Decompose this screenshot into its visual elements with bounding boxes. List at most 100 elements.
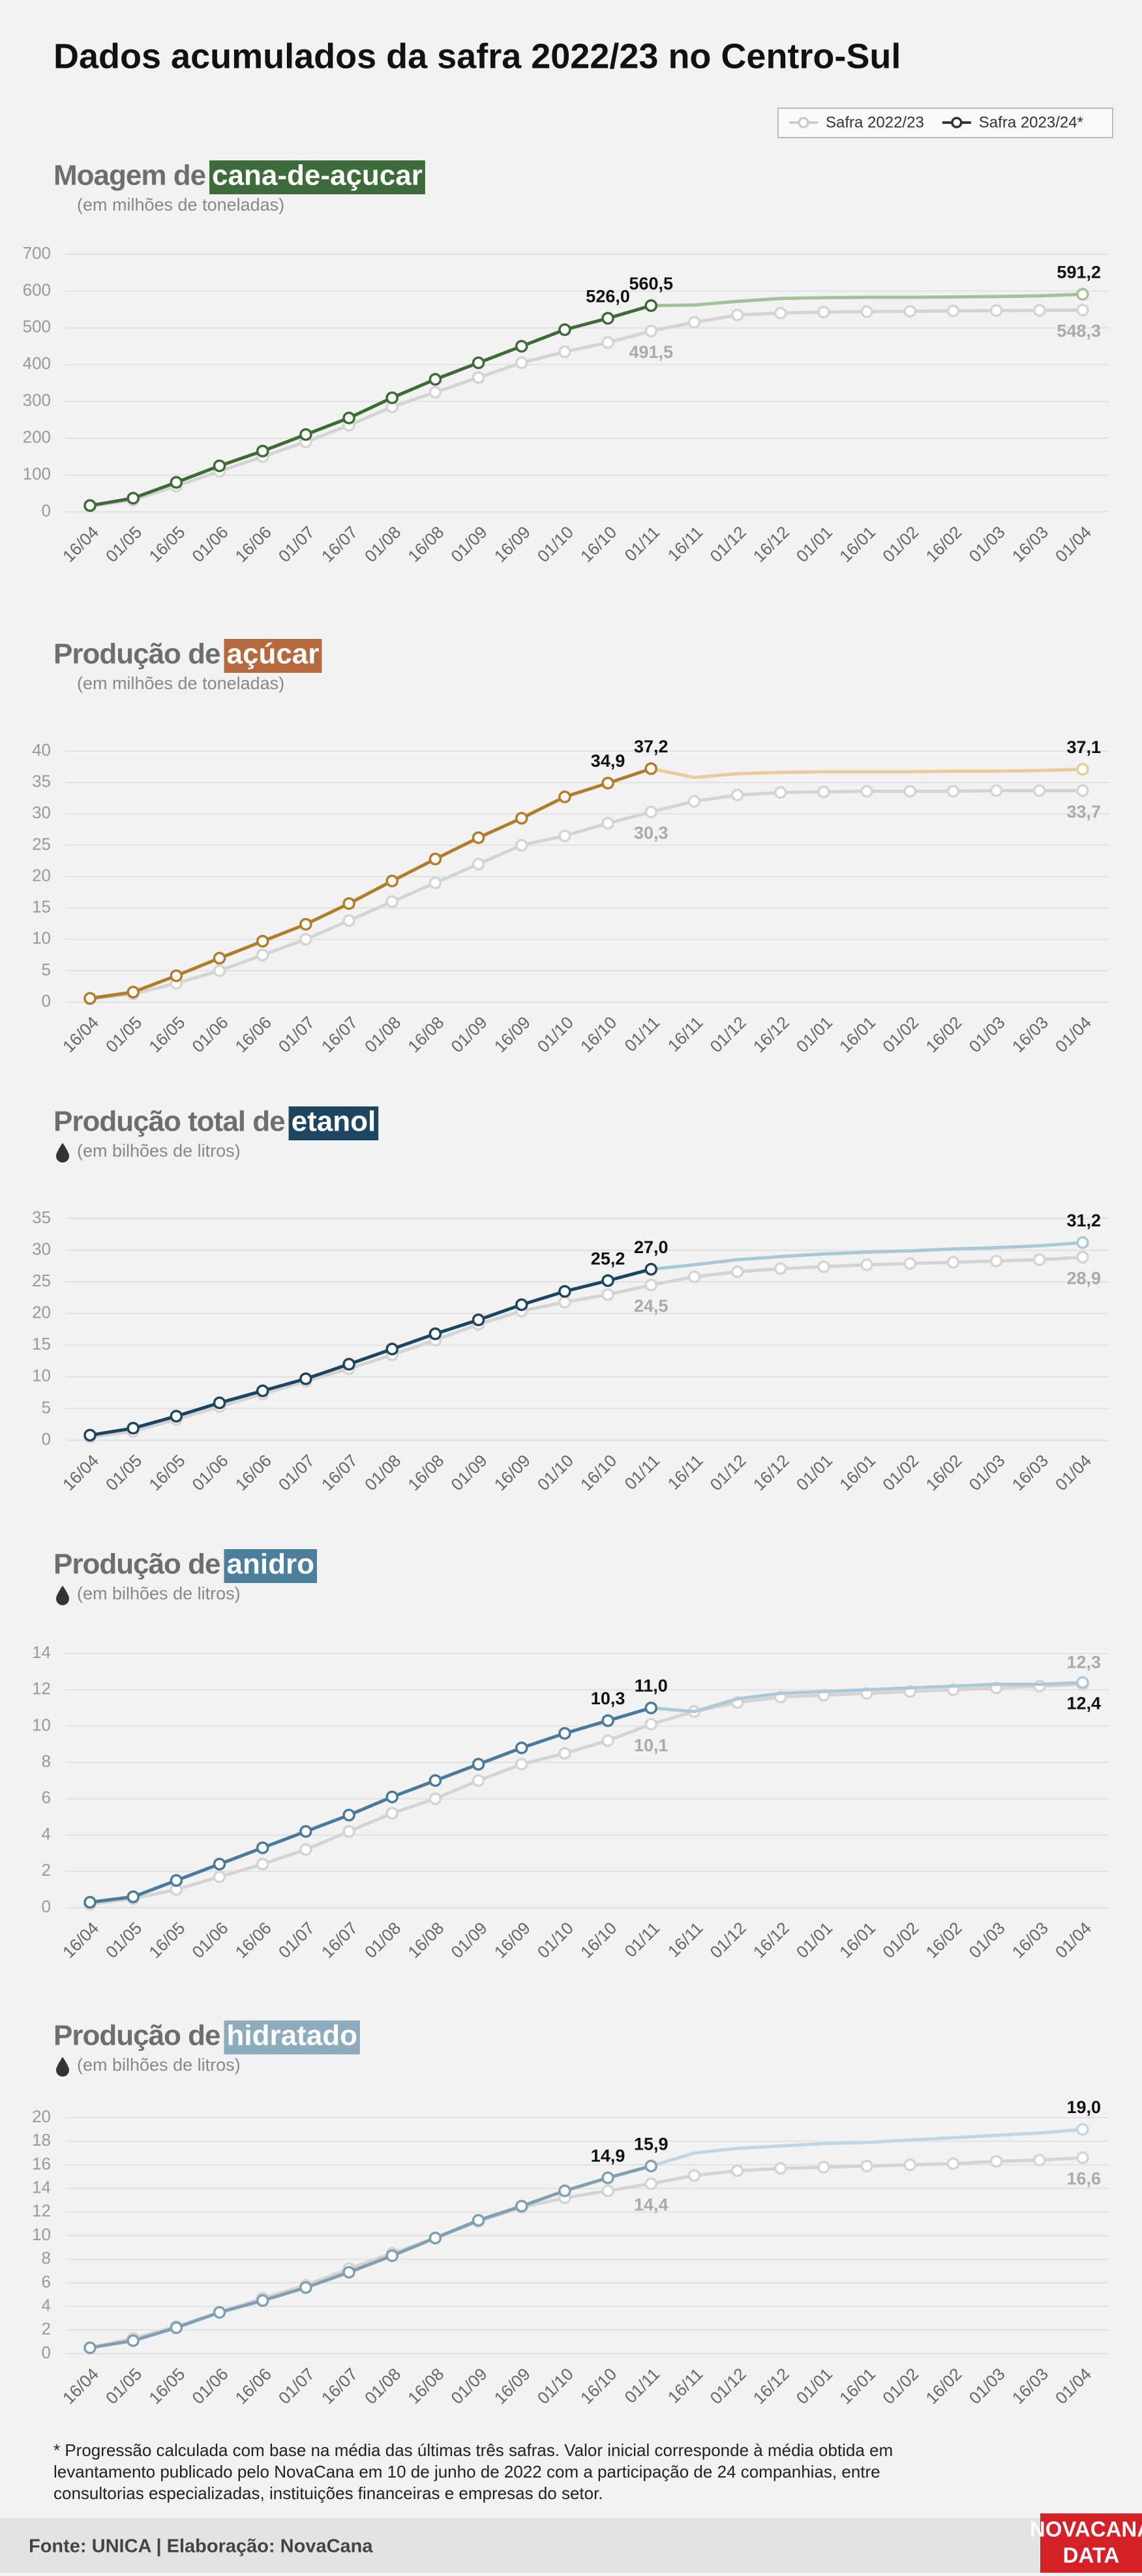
y-tick-label: 300	[23, 391, 51, 410]
section-subtitle: (em bilhões de litros)	[77, 2055, 241, 2075]
point-marker	[817, 305, 830, 319]
point-marker	[903, 304, 917, 318]
y-tick-label: 15	[32, 1334, 51, 1354]
point-marker	[1033, 1680, 1046, 1693]
section-subtitle: (em milhões de toneladas)	[77, 674, 284, 693]
point-marker	[601, 2184, 614, 2197]
point-marker	[601, 777, 614, 790]
point-marker	[946, 304, 960, 318]
point-marker	[1033, 1253, 1046, 1266]
point-marker	[385, 2249, 398, 2262]
point-marker	[428, 1792, 442, 1805]
section-title: Produção de	[53, 1548, 220, 1580]
point-marker	[644, 1717, 658, 1731]
point-marker	[860, 1258, 873, 1271]
point-marker	[170, 969, 183, 983]
footer-band	[0, 2518, 1142, 2573]
point-marker	[1033, 784, 1046, 797]
y-tick-label: 4	[42, 2295, 51, 2315]
y-tick-label: 20	[32, 2107, 51, 2126]
value-label: 14,9	[591, 2146, 625, 2165]
y-tick-label: 30	[32, 803, 51, 822]
point-marker	[127, 1890, 140, 1904]
point-marker	[1076, 303, 1089, 317]
value-label: 14,4	[634, 2195, 669, 2214]
point-marker	[385, 1790, 398, 1803]
point-marker	[385, 1342, 398, 1355]
legend: Safra 2022/23 Safra 2023/24*	[777, 108, 1113, 138]
point-marker	[342, 2266, 355, 2279]
point-marker	[515, 1298, 528, 1311]
y-tick-label: 10	[32, 1715, 51, 1734]
y-tick-label: 2	[42, 2319, 51, 2339]
value-label: 526,0	[586, 286, 630, 306]
point-marker	[558, 2184, 571, 2197]
point-marker	[515, 2200, 528, 2213]
value-label: 12,3	[1066, 1652, 1101, 1672]
point-marker	[601, 1288, 614, 1301]
point-marker	[213, 459, 226, 473]
section-title: Produção total de	[53, 1106, 285, 1138]
value-label: 33,7	[1066, 802, 1101, 822]
legend-label: Safra 2022/23	[826, 113, 924, 131]
point-marker	[989, 784, 1003, 797]
point-marker	[903, 1257, 917, 1270]
point-marker	[644, 299, 658, 312]
point-marker	[342, 897, 355, 910]
point-marker	[428, 1774, 442, 1787]
projection-line	[694, 292, 1083, 307]
y-tick-label: 25	[32, 1271, 51, 1290]
point-marker	[428, 373, 442, 386]
y-tick-label: 0	[42, 501, 51, 520]
point-marker	[127, 492, 140, 505]
point-marker	[83, 992, 97, 1005]
point-marker	[342, 1809, 355, 1822]
point-marker	[342, 1357, 355, 1371]
section-title-highlight: hidratado	[227, 2020, 357, 2052]
value-label: 30,3	[634, 823, 669, 842]
point-marker	[83, 2341, 97, 2354]
y-tick-label: 12	[32, 2201, 51, 2221]
point-marker	[213, 964, 226, 977]
point-marker	[83, 1429, 97, 1442]
point-marker	[256, 445, 269, 458]
logo-box	[1040, 2513, 1142, 2573]
point-marker	[428, 2231, 442, 2245]
point-marker	[299, 2281, 312, 2294]
point-marker	[256, 949, 269, 962]
value-label: 28,9	[1066, 1268, 1101, 1288]
source: Fonte: UNICA | Elaboração: NovaCana	[29, 2536, 373, 2557]
point-marker	[256, 934, 269, 948]
series-line	[89, 308, 1083, 509]
y-tick-label: 8	[42, 2248, 51, 2268]
point-marker	[299, 1843, 312, 1856]
point-marker	[256, 1841, 269, 1854]
drop-icon	[56, 1143, 69, 1162]
point-marker	[860, 2159, 873, 2172]
series-line	[89, 2164, 652, 2350]
point-marker	[83, 1895, 97, 1909]
point-marker	[644, 2159, 658, 2172]
y-tick-label: 5	[42, 1397, 51, 1417]
section-title: Moagem de	[53, 160, 205, 192]
value-label: 15,9	[634, 2134, 669, 2154]
point-marker	[774, 306, 787, 320]
point-marker	[342, 411, 355, 424]
y-tick-label: 5	[42, 960, 51, 979]
point-marker	[558, 1284, 571, 1298]
chart: Moagem de cana-de-açucar (em milhões de to…	[23, 160, 1109, 566]
point-marker	[472, 1313, 485, 1327]
drop-icon	[56, 2057, 69, 2077]
section-title-highlight: etanol	[292, 1106, 376, 1138]
y-tick-label: 18	[32, 2130, 51, 2150]
section-title: Produção de	[53, 638, 220, 670]
projection-marker	[1076, 1236, 1089, 1249]
point-marker	[601, 336, 614, 349]
point-marker	[644, 805, 658, 819]
point-marker	[774, 2162, 787, 2175]
value-label: 34,9	[591, 751, 625, 771]
y-tick-label: 25	[32, 834, 51, 853]
point-marker	[170, 1874, 183, 1887]
